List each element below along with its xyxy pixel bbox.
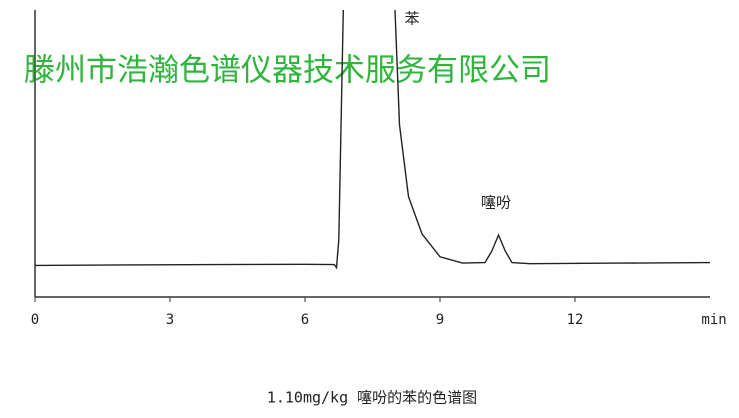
watermark: 滕州市浩瀚色谱仪器技术服务有限公司 [24,53,551,89]
x-axis-unit: min [701,312,726,328]
x-tick-label: 6 [301,312,309,328]
x-tick-label: 0 [31,312,39,328]
x-tick-label: 9 [436,312,444,328]
x-tick-label: 12 [567,312,584,328]
peak-label: 噻吩 [481,194,511,212]
x-tick-label: 3 [166,312,174,328]
chart-title: 1.10mg/kg 噻吩的苯的色谱图 [267,389,477,407]
chromatogram-line [35,10,711,270]
peak-label: 苯 [404,10,419,28]
